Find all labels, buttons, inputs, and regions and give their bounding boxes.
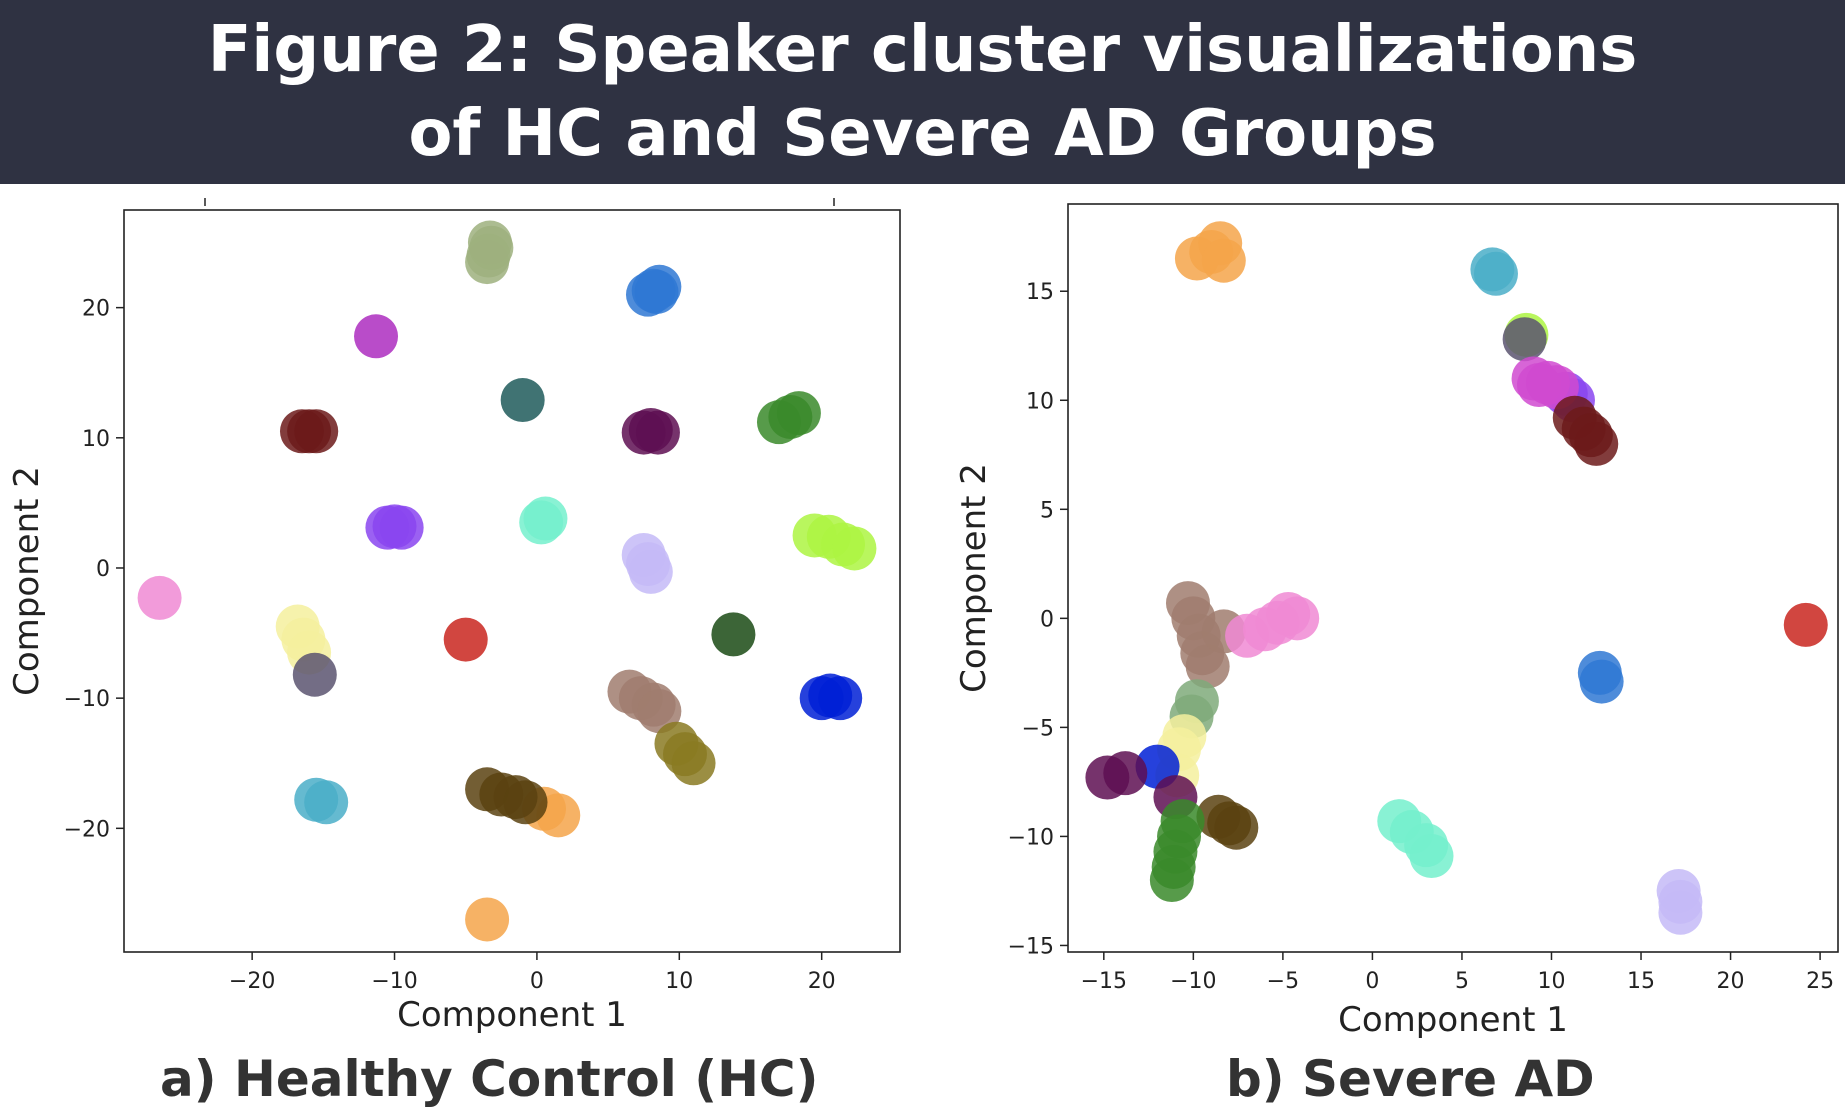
- x-tick-label: 20: [1717, 969, 1745, 994]
- y-tick-label: 10: [82, 427, 110, 452]
- scatter-point: [634, 270, 679, 315]
- x-axis-label: Component 1: [397, 995, 627, 1035]
- x-tick-label: 20: [808, 969, 836, 994]
- scatter-point: [1103, 751, 1148, 796]
- scatter-point: [1783, 602, 1828, 647]
- scatter-point: [304, 780, 349, 825]
- plot-frame: [1067, 203, 1839, 953]
- scatter-point: [635, 410, 680, 455]
- y-tick-label: 0: [1040, 607, 1054, 632]
- x-axis-label: Component 1: [1338, 1000, 1568, 1040]
- x-tick-label: 10: [1537, 969, 1565, 994]
- scatter-point: [354, 314, 399, 359]
- scatter-point: [292, 652, 337, 697]
- caption-healthy-control: a) Healthy Control (HC): [160, 1050, 819, 1108]
- x-tick-label: −15: [1081, 969, 1127, 994]
- scatter-point: [1185, 644, 1230, 689]
- scatter-point: [711, 612, 756, 657]
- plot-frame: [123, 209, 901, 953]
- scatter-point: [467, 220, 512, 265]
- scatter-point: [523, 496, 568, 541]
- y-tick-label: −15: [1008, 934, 1054, 959]
- y-tick-label: 15: [1026, 280, 1054, 305]
- scatter-point: [503, 780, 548, 825]
- y-tick-label: −10: [1008, 825, 1054, 850]
- scatter-point: [832, 526, 877, 571]
- scatter-point: [1409, 834, 1454, 879]
- x-tick-label: −20: [229, 969, 275, 994]
- y-tick-label: 20: [82, 297, 110, 322]
- y-axis-label: Component 2: [954, 463, 994, 693]
- title-bar: [0, 0, 1845, 184]
- scatter-point: [776, 391, 821, 436]
- scatter-point: [671, 741, 716, 786]
- figure-plots: −20 −10 0 10 20 −20 −10 0 10 20 Component 1 Compone…: [7, 198, 1839, 1040]
- x-tick-label: −10: [1170, 969, 1216, 994]
- y-tick-label: 10: [1026, 389, 1054, 414]
- x-tick-label: 25: [1806, 969, 1834, 994]
- scatter-point: [1149, 858, 1194, 903]
- x-tick-label: 5: [1455, 969, 1469, 994]
- scatter-point: [1201, 238, 1246, 283]
- figure-title: Figure 2: Speaker cluster visualizations…: [207, 13, 1638, 171]
- scatter-point: [379, 505, 424, 550]
- scatter-point: [1214, 805, 1259, 850]
- scatter-point: [1502, 317, 1547, 362]
- x-tick-label: 0: [1365, 969, 1379, 994]
- x-tick-label: 0: [530, 969, 544, 994]
- y-tick-label: −20: [64, 817, 110, 842]
- scatter-point: [137, 575, 182, 620]
- scatter-point: [1473, 251, 1518, 296]
- x-tick-label: 10: [665, 969, 693, 994]
- caption-severe-ad: b) Severe AD: [1226, 1050, 1595, 1108]
- y-axis-label: Component 2: [7, 466, 47, 696]
- scatter-panel-hc: −20 −10 0 10 20 −20 −10 0 10 20 Component 1 Compone…: [7, 198, 901, 1035]
- scatter-point: [1658, 890, 1703, 935]
- scatter-point: [818, 676, 863, 721]
- scatter-point: [294, 409, 339, 454]
- scatter-point: [637, 689, 682, 734]
- x-tick-label: −10: [371, 969, 417, 994]
- scatter-point: [465, 897, 510, 942]
- scatter-point: [443, 617, 488, 662]
- y-tick-label: −10: [64, 687, 110, 712]
- y-tick-label: −5: [1022, 716, 1054, 741]
- y-tick-label: 5: [1040, 498, 1054, 523]
- x-tick-label: −5: [1267, 969, 1299, 994]
- scatter-point: [1579, 659, 1624, 704]
- y-tick-label: 0: [96, 557, 110, 582]
- scatter-panel-severe-ad: −15 −10 −5 0 5 10 15 20 25 −15 −10 −5 0 5 10 15 Componen…: [954, 203, 1839, 1040]
- scatter-points: [137, 220, 877, 942]
- scatter-point: [1275, 596, 1320, 641]
- scatter-point: [628, 549, 673, 594]
- scatter-points: [1085, 221, 1828, 935]
- scatter-point: [1574, 421, 1619, 466]
- scatter-point: [500, 378, 545, 423]
- x-tick-label: 15: [1627, 969, 1655, 994]
